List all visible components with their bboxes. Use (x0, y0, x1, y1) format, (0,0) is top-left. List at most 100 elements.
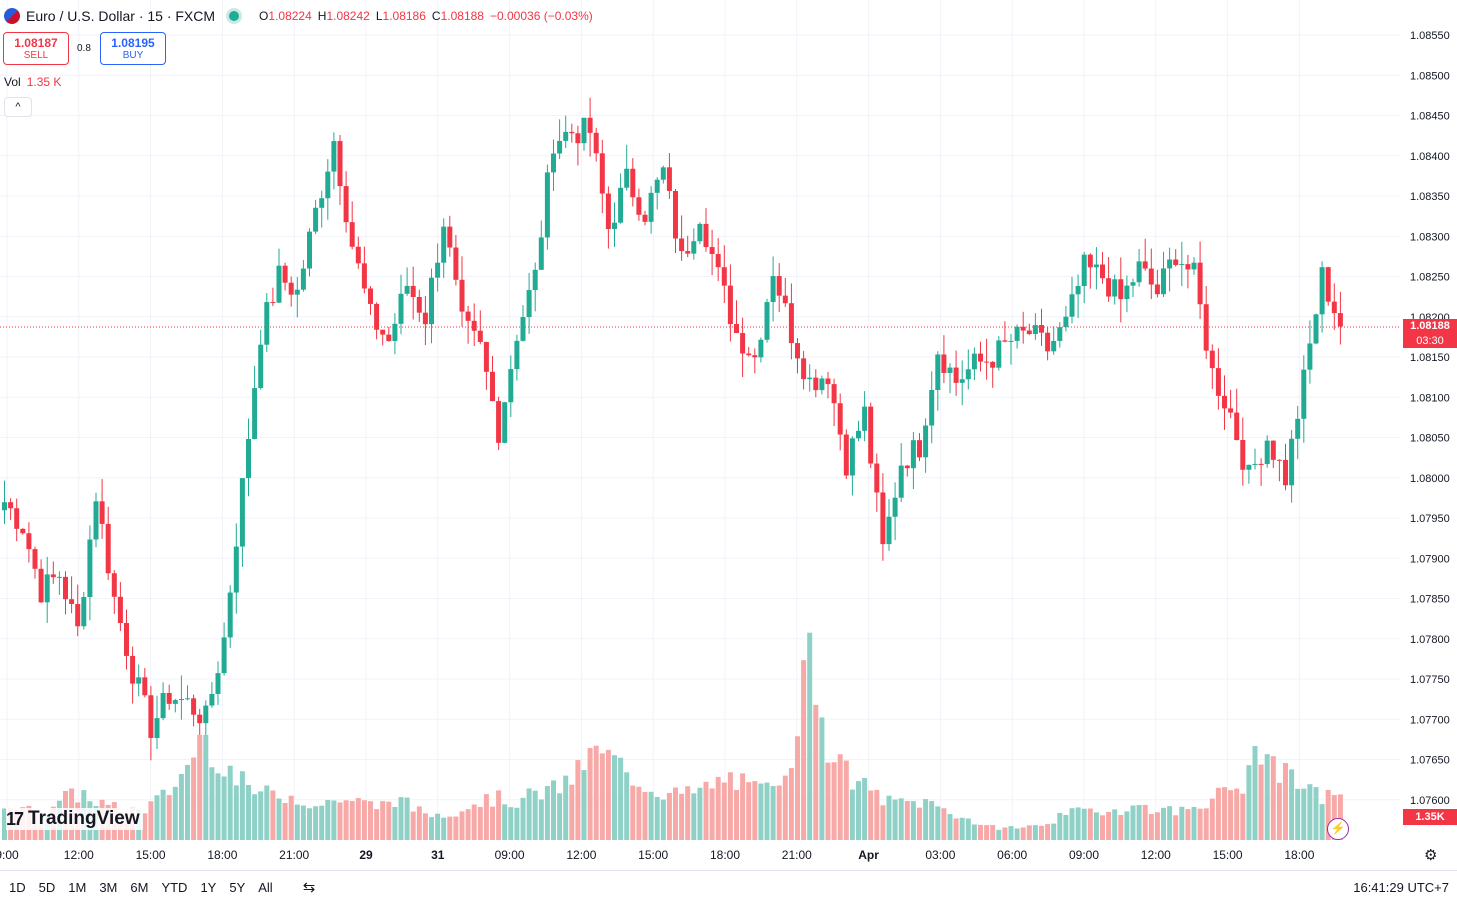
symbol-title[interactable]: Euro / U.S. Dollar · 15 · FXCM (26, 8, 216, 24)
price-axis-label: 1.07750 (1410, 674, 1450, 686)
candle-body (1087, 254, 1093, 268)
chart-canvas[interactable]: 1.08550 1.08500 1.08450 1.08400 1.08350 1.083… (0, 0, 1457, 870)
volume-bar (666, 792, 672, 840)
volume-bar (252, 794, 258, 840)
volume-bar (1301, 788, 1307, 840)
candle-body (63, 576, 68, 600)
range-1d[interactable]: 1D (9, 879, 26, 895)
volume-bar (465, 809, 471, 840)
candle-body (1234, 412, 1240, 441)
candle-body (917, 440, 922, 458)
volume-bar (837, 754, 843, 840)
range-1y[interactable]: 1Y (200, 879, 217, 895)
volume-bar (581, 770, 587, 840)
time-axis-label: 21:00 (782, 848, 812, 862)
tradingview-logo[interactable]: 17 TradingView (6, 808, 143, 830)
buy-label: BUY (122, 50, 144, 61)
candle-body (459, 279, 465, 312)
volume-bar (1289, 769, 1295, 840)
volume-bar (331, 800, 337, 840)
volume-legend[interactable]: Vol 1.35 K (4, 75, 62, 89)
candle-body (654, 179, 660, 193)
buy-button[interactable]: 1.08195 BUY (100, 32, 166, 65)
volume-bar (325, 799, 331, 840)
collapse-legend-button[interactable]: ^ (4, 97, 32, 117)
candle-body (185, 698, 190, 700)
volume-bar (1313, 787, 1319, 840)
candle-body (1057, 327, 1063, 341)
range-5d[interactable]: 5D (38, 879, 56, 895)
volume-bar (1167, 806, 1173, 840)
volume-bar (239, 771, 245, 840)
volume-bar (795, 736, 800, 840)
volume-bar (697, 787, 703, 840)
range-1m[interactable]: 1M (68, 879, 87, 895)
volume-bar (1057, 812, 1063, 840)
volume-bar (209, 767, 215, 840)
volume-bar (849, 789, 855, 840)
candle-body (1039, 325, 1044, 333)
volume-bar (1246, 765, 1252, 840)
price-axis-label: 1.07600 (1410, 795, 1450, 807)
clock-timezone[interactable]: 16:41:29 UTC+7 (1353, 880, 1449, 895)
candle-body (1093, 264, 1099, 268)
volume-bar (203, 734, 209, 840)
volume-bar (1124, 811, 1130, 840)
candle-body (422, 312, 428, 325)
volume-bar (1081, 808, 1087, 840)
gear-icon[interactable]: ⚙ (1424, 847, 1438, 864)
volume-bar (544, 786, 550, 840)
volume-bar (1222, 787, 1227, 840)
volume-bar (599, 753, 605, 840)
candle-body (1215, 368, 1221, 396)
volume-bar (404, 797, 410, 840)
candle-body (69, 599, 75, 604)
candle-body (1045, 332, 1051, 352)
candle-body (191, 698, 197, 715)
volume-bar (764, 782, 770, 840)
volume-bar (740, 773, 746, 840)
volume-bar (734, 789, 739, 840)
candle-body (307, 231, 312, 269)
candle-body (1124, 285, 1130, 300)
lightning-icon[interactable]: ⚡ (1327, 818, 1349, 840)
range-all[interactable]: All (258, 879, 273, 895)
range-3m[interactable]: 3M (99, 879, 118, 895)
volume-bar (752, 781, 758, 840)
candle-body (276, 265, 282, 303)
volume-bar (1069, 808, 1075, 840)
logo-text: TradingView (28, 808, 140, 829)
range-ytd[interactable]: YTD (161, 879, 188, 895)
volume-bar (770, 786, 776, 840)
volume-bar (984, 825, 990, 840)
volume-bar (624, 772, 630, 840)
date-range-icon[interactable]: ⇆ (302, 879, 316, 896)
range-6m[interactable]: 6M (130, 879, 149, 895)
candle-body (416, 296, 422, 313)
volume-bar (1228, 790, 1234, 840)
volume-bar (246, 784, 251, 840)
volume-bar (996, 829, 1002, 840)
volume-bar (227, 765, 233, 840)
range-5y[interactable]: 5Y (229, 879, 246, 895)
candle-body (1325, 267, 1331, 302)
volume-bar (959, 817, 965, 840)
price-axis-label: 1.07850 (1410, 594, 1450, 606)
candle-body (898, 465, 904, 498)
time-axis-label: 12:00 (566, 848, 596, 862)
volume-bar (496, 790, 502, 840)
volume-bar (703, 781, 709, 840)
volume-bar (917, 807, 922, 840)
candle-body (8, 502, 14, 509)
candle-body (752, 355, 758, 358)
candle-body (337, 141, 343, 187)
volume-bar (923, 799, 929, 840)
sell-button[interactable]: 1.08187 SELL (3, 32, 69, 65)
candle-body (569, 131, 575, 134)
candle-body (874, 463, 880, 493)
volume-bar (721, 782, 727, 840)
volume-bar (825, 762, 831, 840)
candle-body (264, 302, 270, 345)
candle-body (1075, 285, 1081, 295)
volume-bar (197, 734, 203, 840)
